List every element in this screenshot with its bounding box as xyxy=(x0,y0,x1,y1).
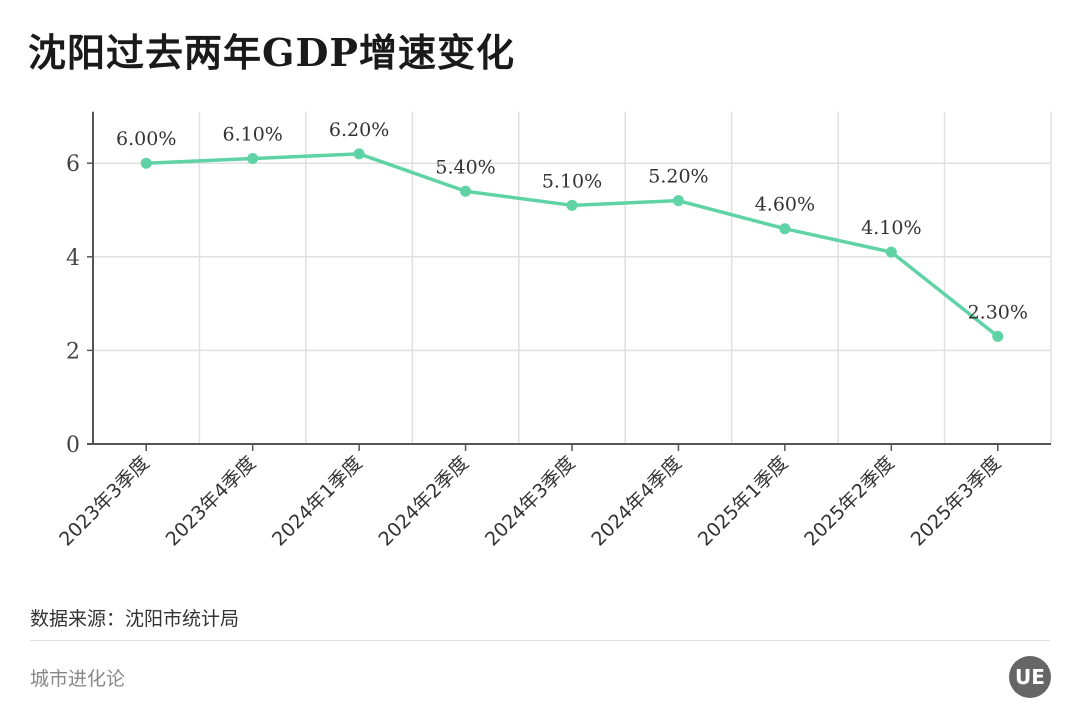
y-tick-label: 2 xyxy=(66,339,80,364)
data-label: 6.20% xyxy=(329,119,389,141)
data-label: 6.10% xyxy=(222,124,282,146)
data-point xyxy=(992,330,1004,342)
data-point xyxy=(140,157,152,169)
data-label: 4.60% xyxy=(755,194,815,216)
x-tick-label: 2024年3季度 xyxy=(481,452,580,551)
data-point xyxy=(672,195,684,207)
x-tick-label: 2025年1季度 xyxy=(694,452,793,551)
logo-text: UE xyxy=(1015,665,1045,689)
chart-title: 沈阳过去两年GDP增速变化 xyxy=(28,30,515,75)
x-tick-label: 2025年3季度 xyxy=(907,452,1006,551)
divider xyxy=(30,640,1050,641)
data-point xyxy=(353,148,365,160)
y-tick-label: 6 xyxy=(66,152,80,177)
data-source: 数据来源：沈阳市统计局 xyxy=(30,608,240,630)
data-label: 5.40% xyxy=(435,156,495,178)
data-label: 2.30% xyxy=(968,301,1028,323)
data-label: 5.10% xyxy=(542,170,602,192)
y-tick-label: 0 xyxy=(66,433,80,458)
data-point xyxy=(779,223,791,235)
y-tick-label: 4 xyxy=(66,246,80,271)
x-tick-label: 2025年2季度 xyxy=(800,452,899,551)
data-point xyxy=(566,199,578,211)
x-tick-label: 2023年3季度 xyxy=(55,452,154,551)
x-tick-label: 2024年1季度 xyxy=(268,452,367,551)
data-label: 6.00% xyxy=(116,128,176,150)
data-point xyxy=(247,153,259,165)
x-tick-label: 2023年4季度 xyxy=(162,452,261,551)
data-point xyxy=(460,185,472,197)
x-tick-label: 2024年2季度 xyxy=(374,452,473,551)
x-tick-label: 2024年4季度 xyxy=(587,452,686,551)
brand-name: 城市进化论 xyxy=(30,668,126,690)
brand-logo: UE xyxy=(1009,656,1051,698)
data-point xyxy=(885,246,897,258)
data-label: 4.10% xyxy=(861,217,921,239)
data-label: 5.20% xyxy=(648,166,708,188)
